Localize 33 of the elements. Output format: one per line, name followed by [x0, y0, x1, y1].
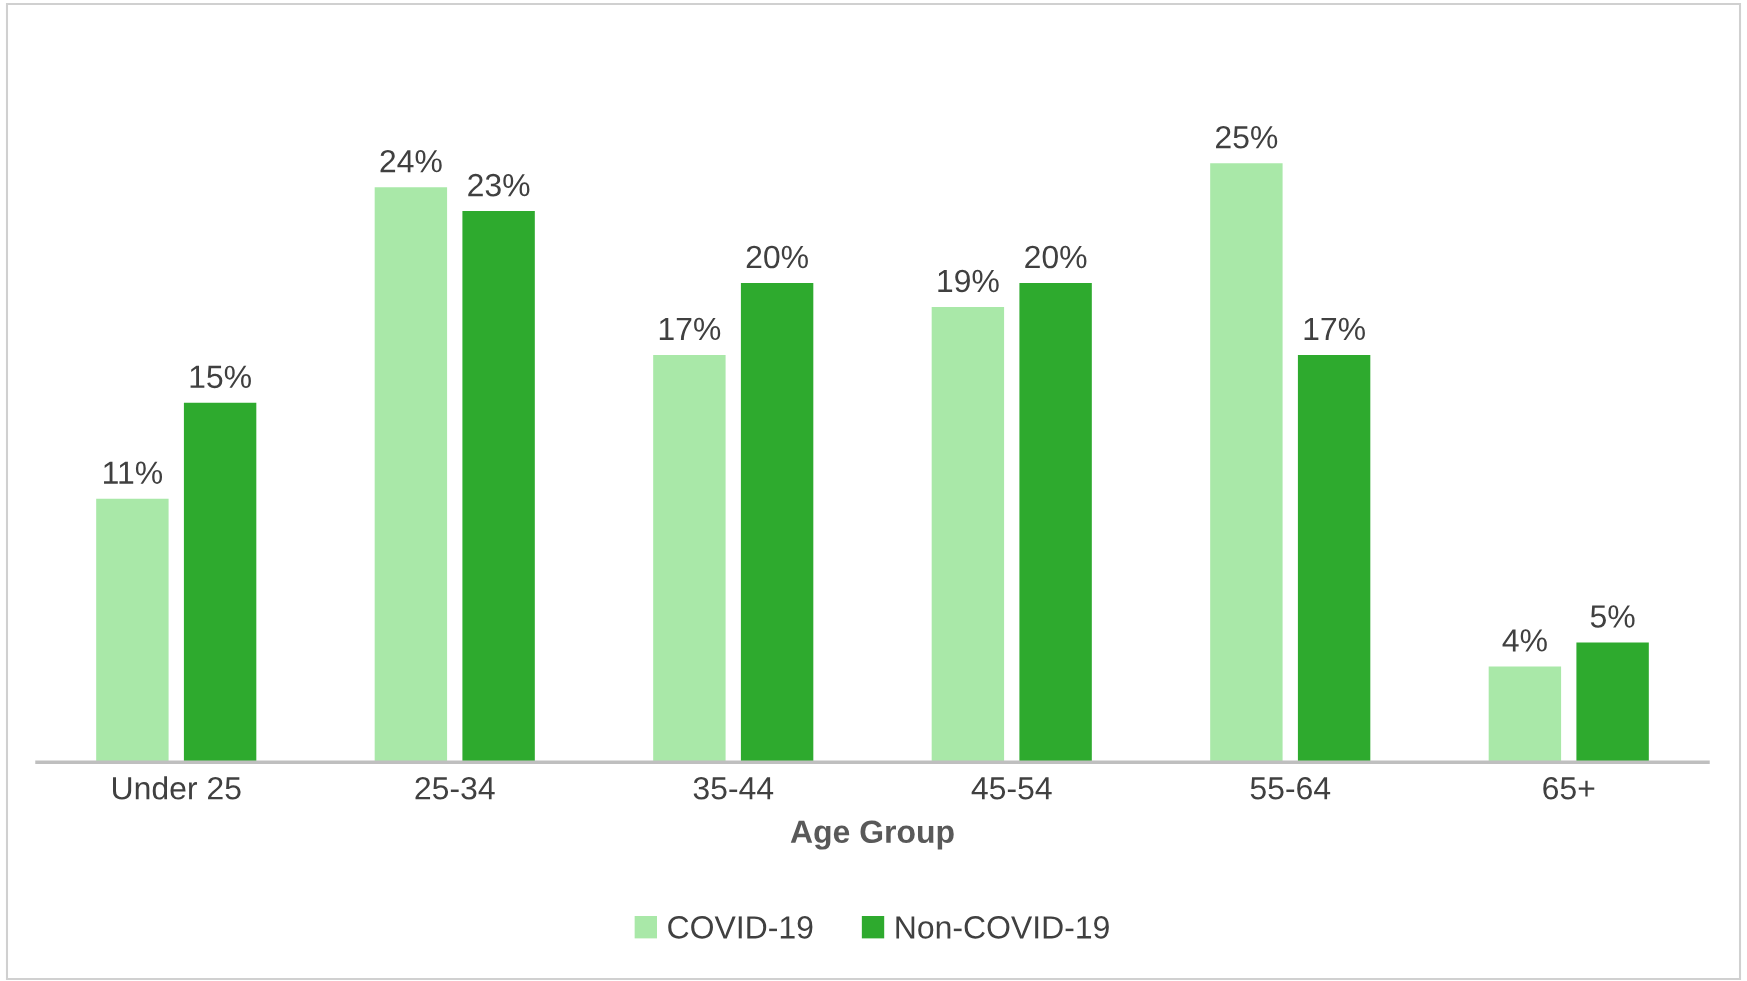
- data-label: 17%: [1304, 317, 1365, 341]
- bar: [96, 498, 169, 763]
- data-label: 24%: [380, 149, 442, 173]
- data-label: 15%: [190, 365, 251, 389]
- x-tick-label: Under 25: [113, 776, 241, 800]
- x-tick-label: 65+: [1543, 776, 1595, 800]
- bar: [931, 306, 1005, 763]
- data-label: 20%: [746, 245, 808, 269]
- bar: [1488, 666, 1562, 763]
- x-tick-label: 45-54: [971, 777, 1052, 800]
- data-label: 11%: [104, 461, 163, 484]
- bar: [1210, 163, 1283, 763]
- bar: [740, 282, 814, 763]
- data-label: 25%: [1216, 125, 1278, 149]
- data-label: 20%: [1025, 245, 1087, 269]
- legend-label: COVID-19: [668, 916, 813, 939]
- x-tick-label: 25-34: [415, 776, 495, 800]
- bar: [374, 187, 448, 763]
- data-label: 19%: [938, 269, 999, 293]
- data-label: 23%: [468, 173, 530, 197]
- x-tick-label: 55-64: [1250, 776, 1331, 800]
- bar: [653, 354, 726, 763]
- data-label: 5%: [1590, 605, 1635, 628]
- bar: [1576, 642, 1649, 763]
- legend-label: Non-COVID-19: [896, 916, 1109, 939]
- bar: [462, 211, 535, 763]
- data-label: 17%: [659, 317, 721, 341]
- bar: [1297, 354, 1371, 763]
- bar: [183, 402, 257, 763]
- data-label: 4%: [1502, 629, 1547, 652]
- x-axis-title: Age Group: [790, 820, 954, 850]
- bar: [1019, 282, 1092, 763]
- x-tick-label: 35-44: [693, 776, 774, 800]
